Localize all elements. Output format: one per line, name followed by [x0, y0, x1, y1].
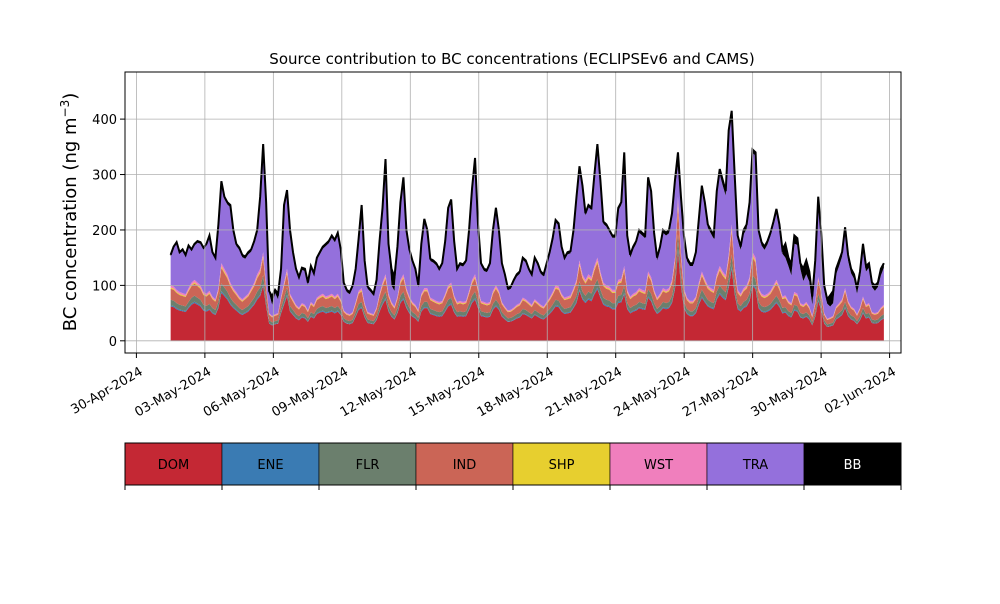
x-tick-label: 15-May-2024 [406, 364, 488, 420]
legend-swatch-ind [415, 442, 514, 486]
legend-label-ene: ENE [257, 458, 283, 473]
legend-label-bb: BB [844, 458, 862, 473]
legend-label-dom: DOM [158, 458, 189, 473]
x-tick-label: 30-May-2024 [749, 364, 831, 420]
y-tick-label: 0 [109, 335, 117, 350]
y-axis-label-close: ) [60, 93, 81, 100]
legend-swatch-flr [318, 442, 417, 486]
x-tick-label: 24-May-2024 [612, 364, 694, 420]
legend-bar: DOM ENE FLR IND SHP WST TRA BB [124, 442, 902, 490]
area-ind [170, 205, 884, 325]
area-tra [170, 115, 884, 319]
x-tick-label: 03-May-2024 [132, 364, 214, 420]
y-tick-label: 100 [92, 279, 117, 294]
legend-label-ind: IND [453, 458, 477, 473]
series-layer [169, 110, 885, 341]
x-tick-label: 06-May-2024 [201, 364, 283, 420]
grid-layer [125, 72, 901, 353]
legend-swatch-tra [706, 442, 805, 486]
legend-label-shp: SHP [549, 458, 575, 473]
y-axis-label-sup: −3 [58, 100, 72, 118]
legend-swatch-ene [221, 442, 320, 486]
y-tick-label: 300 [92, 169, 117, 184]
y-axis-label-text: BC concentration (ng m [60, 117, 81, 331]
y-tick-label: 400 [92, 113, 117, 128]
chart-title: Source contribution to BC concentrations… [269, 50, 754, 68]
total-line [169, 110, 885, 302]
legend-label-flr: FLR [356, 458, 380, 473]
y-axis-label: BC concentration (ng m−3) [58, 93, 81, 332]
plot-frame [124, 71, 902, 354]
x-tick-label: 09-May-2024 [269, 364, 351, 420]
legend-swatch-wst [609, 442, 708, 486]
y-tick-label: 200 [92, 224, 117, 239]
x-tick-label: 12-May-2024 [338, 364, 420, 420]
x-tick-label: 27-May-2024 [680, 364, 762, 420]
x-tick-label: 18-May-2024 [475, 364, 557, 420]
area-dom [170, 251, 884, 341]
legend-label-tra: TRA [742, 458, 768, 473]
legend-label-wst: WST [644, 458, 673, 473]
legend-swatch-bb [803, 442, 902, 486]
x-tick-label: 02-Jun-2024 [822, 364, 899, 417]
legend-swatch-shp [512, 442, 611, 486]
x-tick-label: 21-May-2024 [543, 364, 625, 420]
legend-frame [124, 442, 902, 486]
